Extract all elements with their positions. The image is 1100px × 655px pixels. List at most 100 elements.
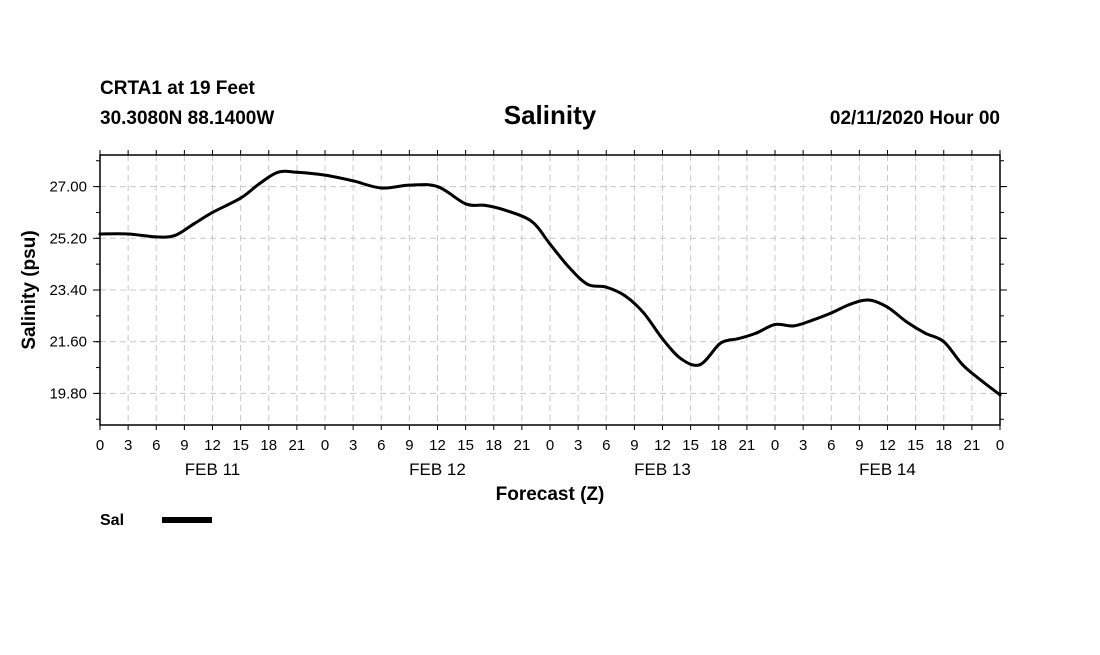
salinity-data-point	[257, 182, 261, 186]
y-tick-label: 21.60	[49, 334, 87, 351]
salinity-data-point	[792, 324, 796, 328]
x-tick-label: 12	[654, 437, 671, 454]
salinity-data-point	[942, 340, 946, 344]
x-tick-label: 6	[827, 437, 835, 454]
salinity-data-point	[661, 337, 664, 341]
x-tick-label: 15	[907, 437, 924, 454]
salinity-data-point	[829, 311, 833, 315]
y-axis-label: Salinity (psu)	[19, 230, 40, 349]
x-tick-label: 6	[602, 437, 610, 454]
salinity-data-point	[211, 210, 214, 214]
salinity-data-point	[567, 265, 571, 269]
y-tick-label: 23.40	[49, 282, 87, 299]
day-label: FEB 12	[409, 460, 466, 479]
chart-title: Salinity	[504, 100, 597, 130]
series-layer	[98, 169, 1002, 397]
x-tick-label: 12	[879, 437, 896, 454]
x-tick-label: 15	[682, 437, 699, 454]
x-tick-label: 0	[96, 437, 104, 454]
y-tick-label: 27.00	[49, 179, 87, 196]
salinity-data-point	[323, 173, 327, 177]
salinity-data-point	[501, 208, 505, 212]
x-tick-label: 0	[771, 437, 779, 454]
x-tick-label: 12	[429, 437, 446, 454]
salinity-data-point	[126, 232, 130, 236]
x-tick-label: 9	[855, 437, 863, 454]
axes: 0 3 6 9 12 15 18 21 0 3 6 9 12 15 18 21 0 3 6 9 12 15 18 21 0 3 6 9…	[49, 150, 1007, 479]
day-label: FEB 14	[859, 460, 916, 479]
x-tick-label: 18	[485, 437, 502, 454]
x-tick-label: 21	[289, 437, 306, 454]
salinity-data-point	[586, 282, 589, 286]
salinity-data-point	[548, 242, 552, 246]
salinity-data-point	[736, 337, 739, 341]
salinity-data-point	[482, 203, 486, 207]
x-axis-label: Forecast (Z)	[496, 484, 605, 505]
y-tick-label: 19.80	[49, 385, 87, 402]
salinity-data-point	[604, 285, 608, 289]
x-tick-label: 0	[321, 437, 329, 454]
salinity-data-point	[154, 235, 158, 239]
x-tick-label: 0	[546, 437, 554, 454]
x-tick-label: 3	[574, 437, 582, 454]
salinity-data-point	[276, 170, 280, 174]
salinity-data-point	[623, 294, 627, 298]
x-tick-label: 21	[964, 437, 981, 454]
salinity-data-point	[642, 311, 646, 315]
x-tick-label: 3	[799, 437, 807, 454]
x-tick-label: 6	[152, 437, 160, 454]
issued-datetime: 02/11/2020 Hour 00	[830, 108, 1000, 129]
salinity-data-point	[811, 318, 814, 322]
x-tick-label: 12	[204, 437, 221, 454]
grid-lines	[100, 155, 1000, 425]
salinity-data-point	[886, 305, 889, 309]
salinity-data-point	[848, 302, 852, 306]
salinity-data-point	[192, 222, 196, 226]
x-tick-label: 15	[457, 437, 474, 454]
salinity-series-line	[98, 169, 1002, 397]
x-tick-label: 3	[349, 437, 357, 454]
salinity-data-point	[717, 343, 721, 347]
x-tick-label: 6	[377, 437, 385, 454]
x-tick-label: 18	[260, 437, 277, 454]
x-tick-label: 0	[996, 437, 1004, 454]
salinity-data-point	[698, 363, 702, 367]
x-tick-label: 18	[935, 437, 952, 454]
x-tick-label: 9	[405, 437, 413, 454]
salinity-data-point	[923, 331, 927, 335]
station-label: CRTA1 at 19 Feet	[100, 78, 256, 99]
y-tick-label: 25.20	[49, 230, 87, 247]
salinity-data-point	[529, 219, 533, 223]
legend-label: Sal	[100, 512, 124, 529]
salinity-data-point	[773, 322, 777, 326]
salinity-data-point	[379, 186, 383, 190]
salinity-data-point	[239, 196, 243, 200]
day-label: FEB 11	[185, 460, 240, 479]
x-tick-label: 15	[232, 437, 249, 454]
salinity-data-point	[998, 393, 1002, 397]
salinity-data-point	[679, 357, 683, 361]
salinity-data-point	[295, 170, 299, 174]
day-label: FEB 13	[634, 460, 691, 479]
salinity-data-point	[464, 202, 468, 206]
salinity-data-point	[961, 363, 964, 367]
coordinates-label: 30.3080N 88.1400W	[100, 108, 274, 129]
salinity-data-point	[867, 298, 871, 302]
x-tick-label: 21	[739, 437, 756, 454]
salinity-data-point	[436, 185, 439, 189]
x-tick-label: 9	[180, 437, 188, 454]
salinity-data-point	[98, 232, 102, 236]
x-tick-label: 21	[514, 437, 531, 454]
salinity-data-point	[351, 179, 355, 183]
x-tick-label: 3	[124, 437, 132, 454]
salinity-data-point	[407, 183, 411, 187]
salinity-data-point	[904, 320, 908, 324]
salinity-data-point	[754, 331, 758, 335]
salinity-data-point	[979, 378, 983, 382]
salinity-data-point	[173, 233, 177, 237]
salinity-data-point	[726, 338, 730, 342]
x-tick-label: 18	[710, 437, 727, 454]
x-tick-label: 9	[630, 437, 638, 454]
